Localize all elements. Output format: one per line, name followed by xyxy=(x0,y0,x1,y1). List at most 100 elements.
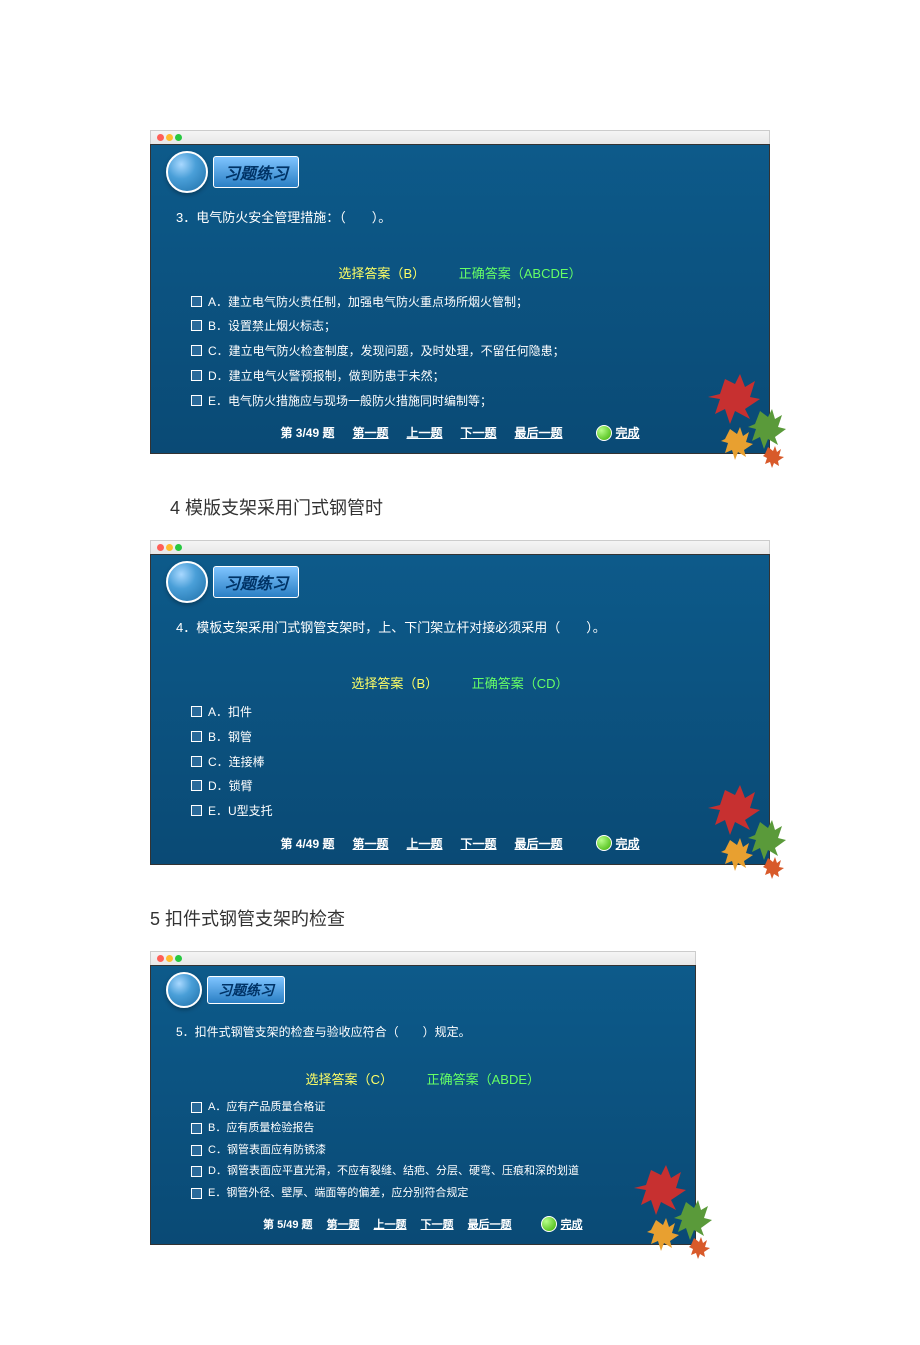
checkbox-icon[interactable] xyxy=(191,731,202,742)
logo-text: 习题练习 xyxy=(207,976,285,1004)
option-label: A．建立电气防火责任制，加强电气防火重点场所烟火管制； xyxy=(208,294,528,311)
checkbox-icon[interactable] xyxy=(191,296,202,307)
quiz-card: 习题练习 5．扣件式钢管支架的检查与验收应符合（ ）规定。 选择答案（C） 正确… xyxy=(150,965,696,1245)
nav-first-button[interactable]: 第一题 xyxy=(327,1216,360,1232)
done-button[interactable]: 完成 xyxy=(541,1216,583,1232)
window-controls xyxy=(157,955,182,962)
option-label: D．建立电气火警预报制，做到防患于未然； xyxy=(208,368,445,385)
option-b[interactable]: B．设置禁止烟火标志； xyxy=(191,318,754,335)
close-icon[interactable] xyxy=(157,955,164,962)
nav-prev-button[interactable]: 上一题 xyxy=(374,1216,407,1232)
nav-last-button[interactable]: 最后一题 xyxy=(468,1216,512,1232)
option-e[interactable]: E．U型支托 xyxy=(191,803,754,820)
checkbox-icon[interactable] xyxy=(191,1102,202,1113)
done-icon xyxy=(596,425,612,441)
footer-nav: 第 5/49 题 第一题 上一题 下一题 最后一题 完成 xyxy=(166,1216,680,1232)
option-b[interactable]: B．应有质量检验报告 xyxy=(191,1121,680,1136)
minimize-icon[interactable] xyxy=(166,544,173,551)
nav-last-button[interactable]: 最后一题 xyxy=(515,835,563,852)
option-label: D．锁臂 xyxy=(208,778,253,795)
answer-line: 选择答案（B） 正确答案（CD） xyxy=(166,673,754,692)
option-a[interactable]: A．应有产品质量合格证 xyxy=(191,1100,680,1115)
checkbox-icon[interactable] xyxy=(191,706,202,717)
option-b[interactable]: B．钢管 xyxy=(191,729,754,746)
checkbox-icon[interactable] xyxy=(191,780,202,791)
option-e[interactable]: E．电气防火措施应与现场一般防火措施同时编制等； xyxy=(191,393,754,410)
checkbox-icon[interactable] xyxy=(191,1145,202,1156)
caption-4: 4 模版支架采用门式钢管时 xyxy=(170,494,770,520)
footer-nav: 第 3/49 题 第一题 上一题 下一题 最后一题 完成 xyxy=(166,424,754,441)
done-icon xyxy=(541,1216,557,1232)
options-list: A．应有产品质量合格证 B．应有质量检验报告 C．钢管表面应有防锈漆 D．钢管表… xyxy=(191,1100,680,1201)
option-label: E．钢管外径、壁厚、端面等的偏差，应分别符合规定 xyxy=(208,1186,468,1201)
checkbox-icon[interactable] xyxy=(191,1123,202,1134)
option-c[interactable]: C．连接棒 xyxy=(191,754,754,771)
question-counter: 第 3/49 题 xyxy=(280,424,334,441)
option-label: C．钢管表面应有防锈漆 xyxy=(208,1143,326,1158)
option-label: C．连接棒 xyxy=(208,754,265,771)
nav-first-button[interactable]: 第一题 xyxy=(352,835,388,852)
option-a[interactable]: A．扣件 xyxy=(191,704,754,721)
checkbox-icon[interactable] xyxy=(191,320,202,331)
close-icon[interactable] xyxy=(157,544,164,551)
option-d[interactable]: D．建立电气火警预报制，做到防患于未然； xyxy=(191,368,754,385)
done-button[interactable]: 完成 xyxy=(596,835,640,852)
nav-next-button[interactable]: 下一题 xyxy=(461,424,497,441)
logo-row: 习题练习 xyxy=(166,966,680,1018)
window-titlebar xyxy=(150,130,770,144)
logo-row: 习题练习 xyxy=(166,145,754,203)
checkbox-icon[interactable] xyxy=(191,1188,202,1199)
question-counter: 第 5/49 题 xyxy=(263,1216,313,1232)
quiz-block-4: 习题练习 4．模板支架采用门式钢管支架时，上、下门架立杆对接必须采用（ ）。 选… xyxy=(150,540,770,864)
checkbox-icon[interactable] xyxy=(191,1166,202,1177)
checkbox-icon[interactable] xyxy=(191,345,202,356)
option-label: B．钢管 xyxy=(208,729,252,746)
checkbox-icon[interactable] xyxy=(191,370,202,381)
checkbox-icon[interactable] xyxy=(191,756,202,767)
quiz-card: 习题练习 4．模板支架采用门式钢管支架时，上、下门架立杆对接必须采用（ ）。 选… xyxy=(150,554,770,864)
nav-first-button[interactable]: 第一题 xyxy=(352,424,388,441)
correct-answer: 正确答案（CD） xyxy=(472,676,569,691)
option-d[interactable]: D．钢管表面应平直光滑，不应有裂缝、结疤、分层、硬弯、压痕和深的划道 xyxy=(191,1164,680,1179)
maximize-icon[interactable] xyxy=(175,955,182,962)
option-c[interactable]: C．建立电气防火检查制度，发现问题，及时处理，不留任何隐患； xyxy=(191,343,754,360)
nav-prev-button[interactable]: 上一题 xyxy=(406,424,442,441)
option-label: E．电气防火措施应与现场一般防火措施同时编制等； xyxy=(208,393,492,410)
window-controls xyxy=(157,134,182,141)
options-list: A．建立电气防火责任制，加强电气防火重点场所烟火管制； B．设置禁止烟火标志； … xyxy=(191,294,754,410)
answer-line: 选择答案（B） 正确答案（ABCDE） xyxy=(166,263,754,282)
correct-answer: 正确答案（ABCDE） xyxy=(459,266,582,281)
option-label: B．应有质量检验报告 xyxy=(208,1121,314,1136)
maximize-icon[interactable] xyxy=(175,134,182,141)
option-label: A．应有产品质量合格证 xyxy=(208,1100,325,1115)
window-titlebar xyxy=(150,951,696,965)
checkbox-icon[interactable] xyxy=(191,805,202,816)
nav-last-button[interactable]: 最后一题 xyxy=(515,424,563,441)
close-icon[interactable] xyxy=(157,134,164,141)
correct-answer: 正确答案（ABDE） xyxy=(427,1072,540,1087)
minimize-icon[interactable] xyxy=(166,134,173,141)
done-button[interactable]: 完成 xyxy=(596,424,640,441)
nav-prev-button[interactable]: 上一题 xyxy=(406,835,442,852)
selected-answer: 选择答案（C） xyxy=(306,1072,393,1087)
nav-next-button[interactable]: 下一题 xyxy=(421,1216,454,1232)
quiz-block-5: 习题练习 5．扣件式钢管支架的检查与验收应符合（ ）规定。 选择答案（C） 正确… xyxy=(150,951,696,1245)
page-container: 习题练习 3．电气防火安全管理措施：（ ）。 选择答案（B） 正确答案（ABCD… xyxy=(0,0,920,1345)
question-text: 4．模板支架采用门式钢管支架时，上、下门架立杆对接必须采用（ ）。 xyxy=(176,618,754,638)
option-c[interactable]: C．钢管表面应有防锈漆 xyxy=(191,1143,680,1158)
minimize-icon[interactable] xyxy=(166,955,173,962)
selected-answer: 选择答案（B） xyxy=(338,266,425,281)
logo-row: 习题练习 xyxy=(166,555,754,613)
nav-next-button[interactable]: 下一题 xyxy=(461,835,497,852)
option-e[interactable]: E．钢管外径、壁厚、端面等的偏差，应分别符合规定 xyxy=(191,1186,680,1201)
quiz-card: 习题练习 3．电气防火安全管理措施：（ ）。 选择答案（B） 正确答案（ABCD… xyxy=(150,144,770,454)
option-label: E．U型支托 xyxy=(208,803,273,820)
logo-text: 习题练习 xyxy=(213,566,299,598)
options-list: A．扣件 B．钢管 C．连接棒 D．锁臂 E．U型支托 xyxy=(191,704,754,820)
quiz-block-3: 习题练习 3．电气防火安全管理措施：（ ）。 选择答案（B） 正确答案（ABCD… xyxy=(150,130,770,454)
checkbox-icon[interactable] xyxy=(191,395,202,406)
maximize-icon[interactable] xyxy=(175,544,182,551)
option-d[interactable]: D．锁臂 xyxy=(191,778,754,795)
window-titlebar xyxy=(150,540,770,554)
option-a[interactable]: A．建立电气防火责任制，加强电气防火重点场所烟火管制； xyxy=(191,294,754,311)
